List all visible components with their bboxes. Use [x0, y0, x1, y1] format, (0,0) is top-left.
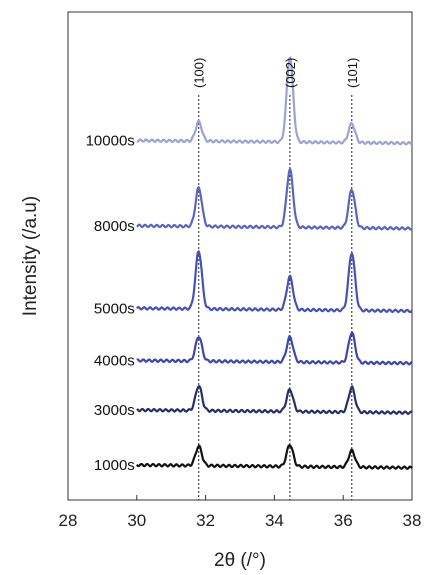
reference-lines	[198, 95, 353, 500]
plot-frame-group	[67, 11, 413, 501]
peak-label: (002)	[283, 58, 298, 88]
peak-label: (100)	[192, 58, 207, 88]
series-label: 4000s	[94, 353, 135, 370]
x-tick-label: 32	[196, 511, 215, 530]
series-label: 1000s	[94, 457, 135, 474]
series-line-8000s	[136, 167, 413, 231]
series-line-3000s	[136, 384, 413, 416]
series-line-4000s	[136, 331, 413, 366]
peak-label: (101)	[345, 58, 360, 88]
series-label: 3000s	[94, 402, 135, 419]
series-labels: 10000s 8000s 5000s 4000s 3000s 1000s	[86, 133, 135, 475]
peak-labels: (100) (002) (101)	[192, 58, 360, 88]
series-line-5000s	[135, 249, 413, 314]
plot-frame	[67, 11, 413, 501]
series-label: 8000s	[94, 218, 135, 235]
series-line-1000s	[135, 444, 413, 470]
x-axis-title: 2θ (/°)	[214, 550, 266, 571]
x-tick-label: 38	[403, 511, 422, 530]
x-tick-label: 34	[265, 511, 284, 530]
series-lines	[135, 55, 413, 470]
series-line-10000s	[136, 55, 413, 146]
x-tick-label: 36	[334, 511, 353, 530]
x-axis-ticks: 28 30 32 34 36 38	[59, 495, 422, 530]
y-axis-title: Intensity (/a.u)	[20, 196, 41, 316]
series-label: 5000s	[94, 300, 135, 317]
x-tick-label: 30	[127, 511, 146, 530]
x-tick-label: 28	[59, 511, 78, 530]
series-label: 10000s	[86, 133, 135, 150]
